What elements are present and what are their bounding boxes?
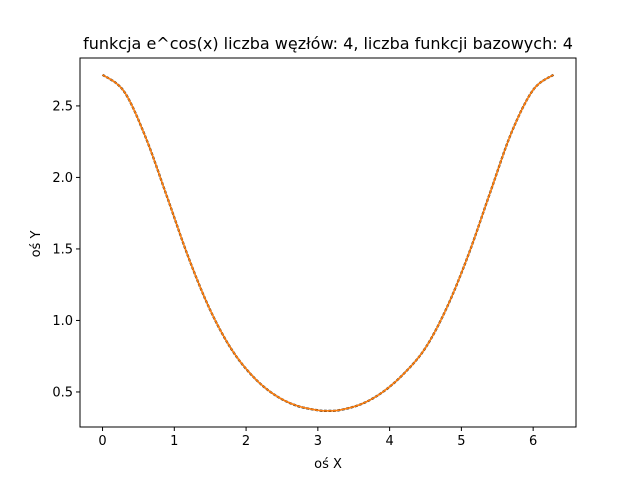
x-tick-label: 0 <box>98 434 106 449</box>
x-tick-label: 5 <box>457 434 465 449</box>
x-axis-ticks: 0 1 2 3 4 5 6 <box>98 427 537 449</box>
x-tick-label: 1 <box>170 434 178 449</box>
x-tick-label: 3 <box>314 434 322 449</box>
series-line-2 <box>102 74 554 412</box>
axes-frame <box>79 57 577 428</box>
y-axis-ticks: 0.5 1.0 1.5 2.0 2.5 <box>52 99 80 400</box>
y-tick-label: 1.5 <box>52 242 73 257</box>
chart-title: funkcja e^cos(x) liczba węzłów: 4, liczb… <box>83 34 573 53</box>
plot-area <box>101 73 555 413</box>
y-tick-label: 2.5 <box>52 99 73 114</box>
x-axis-label: oś X <box>314 457 342 472</box>
y-tick-label: 0.5 <box>52 385 73 400</box>
y-tick-label: 1.0 <box>52 314 73 329</box>
x-tick-label: 6 <box>529 434 537 449</box>
y-tick-label: 2.0 <box>52 171 73 186</box>
x-tick-label: 4 <box>385 434 393 449</box>
y-axis-label: oś Y <box>29 231 44 258</box>
x-tick-label: 2 <box>242 434 250 449</box>
